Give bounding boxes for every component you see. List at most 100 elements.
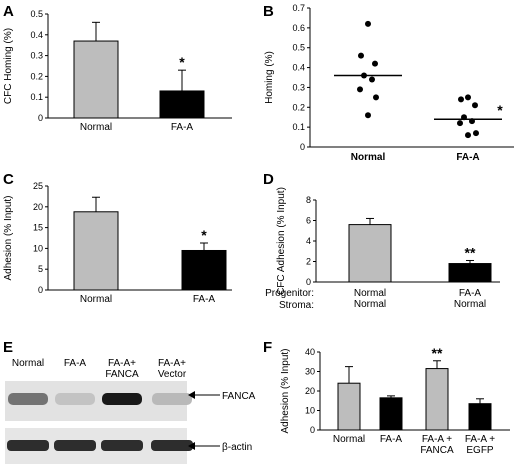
actin-label: β-actin (222, 442, 252, 453)
chart-b: 0 0.1 0.2 0.3 0.4 0.5 0.6 0.7 Homing (%) Normal * F… (264, 3, 514, 163)
bar (159, 90, 205, 119)
y-axis-label: Homing (%) (264, 51, 275, 104)
category-label: Normal Normal (354, 288, 386, 310)
bar (181, 249, 227, 291)
lane-label: Normal (12, 358, 44, 369)
significance-mark: ** (465, 244, 476, 260)
data-point (457, 120, 463, 127)
data-point (465, 94, 471, 101)
chart-d: 0 2 4 6 8 CFC Adhesion (% Input) ** Progenitor:… (265, 187, 500, 311)
data-point (472, 102, 478, 109)
panel-letter-a: A (3, 3, 14, 20)
panel-letter-b: B (263, 3, 274, 20)
actin-band (54, 440, 96, 451)
y-tick-label: 10 (33, 243, 43, 253)
data-point (458, 96, 464, 103)
category-label: FA-A Normal (454, 288, 486, 310)
lane-label: FA-A (64, 358, 87, 369)
y-tick-label: 0 (310, 425, 315, 435)
bar (337, 382, 361, 431)
bar (73, 211, 119, 291)
y-tick-label: 8 (306, 195, 311, 205)
lane-label: FA-A+ Vector (158, 358, 187, 380)
bar (379, 397, 403, 431)
y-tick-label: 0.6 (292, 23, 305, 33)
bar (425, 368, 449, 431)
data-point (369, 76, 375, 83)
fanca-band (102, 393, 142, 405)
category-label: FA-A (456, 152, 479, 163)
category-label: FA-A (171, 122, 194, 133)
y-tick-label: 30 (305, 367, 315, 377)
category-label: Normal (80, 122, 112, 133)
fanca-band (152, 393, 192, 405)
data-point (372, 60, 378, 67)
data-point (365, 20, 371, 27)
category-label: Normal (333, 434, 365, 445)
actin-band (7, 440, 49, 451)
chart-f: 0 10 20 30 40 Adhesion (% Input) Normal FA-A ** F… (280, 345, 510, 456)
arrow-head (188, 442, 195, 450)
row-label: Progenitor: (265, 288, 314, 299)
y-tick-label: 0.3 (30, 51, 43, 61)
row-label: Stroma: (279, 300, 314, 311)
y-tick-label: 0.1 (30, 92, 43, 102)
fanca-label: FANCA (222, 391, 256, 402)
panel-letter-e: E (3, 339, 13, 356)
y-tick-label: 0.2 (292, 102, 305, 112)
chart-c: 0 5 10 15 20 25 Adhesion (% Input) Normal * FA-A (3, 181, 232, 305)
bar (468, 403, 492, 431)
arrow-head (188, 391, 195, 399)
bar (73, 40, 119, 119)
y-tick-label: 6 (306, 216, 311, 226)
y-tick-label: 0.2 (30, 71, 43, 81)
y-tick-label: 10 (305, 406, 315, 416)
data-point (357, 86, 363, 93)
y-tick-label: 20 (33, 202, 43, 212)
category-label: FA-A + FANCA (420, 434, 454, 456)
data-point (473, 130, 479, 137)
category-label: FA-A (193, 294, 216, 305)
panel-letter-f: F (263, 339, 272, 356)
panel-letter-c: C (3, 171, 14, 188)
y-tick-label: 5 (38, 264, 43, 274)
y-tick-label: 2 (306, 257, 311, 267)
data-point (358, 52, 364, 59)
y-tick-label: 0 (38, 113, 43, 123)
data-point (373, 94, 379, 101)
y-tick-label: 0 (300, 142, 305, 152)
y-axis-label: Adhesion (% Input) (3, 195, 14, 280)
y-tick-label: 0.7 (292, 3, 305, 13)
actin-band (101, 440, 143, 451)
y-tick-label: 0.5 (30, 9, 43, 19)
y-tick-label: 4 (306, 236, 311, 246)
fanca-band (55, 393, 95, 405)
actin-band (151, 440, 193, 451)
y-axis-label: Adhesion (% Input) (280, 348, 291, 433)
y-tick-label: 20 (305, 386, 315, 396)
lane-label: FA-A+ FANCA (105, 358, 139, 380)
y-tick-label: 0.1 (292, 122, 305, 132)
data-point (465, 132, 471, 139)
significance-mark: * (497, 102, 503, 118)
y-tick-label: 0.5 (292, 43, 305, 53)
y-axis-label: CFC Homing (%) (3, 28, 14, 104)
y-tick-label: 15 (33, 223, 43, 233)
y-tick-label: 0 (306, 277, 311, 287)
fanca-band (8, 393, 48, 405)
category-label: FA-A + EGFP (465, 434, 495, 456)
category-label: FA-A (380, 434, 403, 445)
y-tick-label: 0.4 (292, 63, 305, 73)
y-tick-label: 0 (38, 285, 43, 295)
significance-mark: * (201, 227, 207, 243)
significance-mark: * (179, 54, 185, 70)
data-point (365, 112, 371, 119)
bar (348, 224, 392, 283)
chart-a: 0 0.1 0.2 0.3 0.4 0.5 CFC Homing (%) Normal * FA-… (3, 9, 232, 133)
y-tick-label: 25 (33, 181, 43, 191)
y-tick-label: 0.4 (30, 30, 43, 40)
y-tick-label: 0.3 (292, 82, 305, 92)
category-label: Normal (80, 294, 112, 305)
western-blot: Normal FA-A FA-A+ FANCA FA-A+ Vector FANCA β-ac… (5, 358, 256, 464)
bar (448, 263, 492, 283)
